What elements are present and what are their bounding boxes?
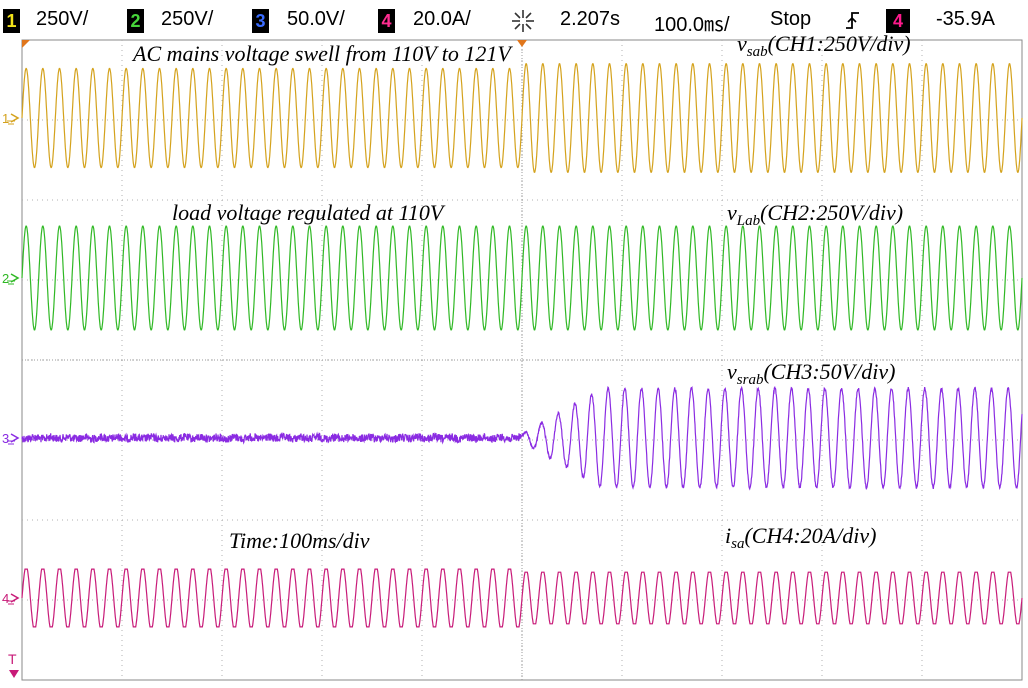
ch3-badge[interactable]: 3 (252, 9, 269, 33)
waveform-traces (21, 63, 1023, 628)
ch2-trace-label: vLab(CH2:250V/div) (727, 200, 903, 229)
ch4-waveform (21, 568, 1023, 628)
scope-status-bar: 1 250V/ 2 250V/ 3 50.0V/ 4 20.0A/ 2.207s… (0, 0, 1028, 40)
ch4-trace-label: isa(CH4:20A/div) (725, 523, 876, 552)
ch2-badge[interactable]: 2 (127, 9, 144, 33)
ch2-ground-marker: 2 (2, 271, 20, 286)
svg-text:3: 3 (2, 431, 9, 446)
ch1-annotation: AC mains voltage swell from 110V to 121V (131, 41, 513, 66)
acquisition-star-icon (512, 10, 534, 32)
corner-marker (22, 40, 30, 48)
ch3-trace-label: vsrab(CH3:50V/div) (727, 359, 895, 388)
run-state[interactable]: Stop (770, 8, 812, 30)
svg-text:4: 4 (2, 591, 9, 606)
ch1-waveform (21, 63, 1023, 173)
ch4-badge[interactable]: 4 (378, 9, 395, 33)
svg-text:2: 2 (2, 271, 9, 286)
ch2-waveform (21, 225, 1023, 331)
ch1-ground-marker: 1 (2, 111, 20, 126)
time-annotation: Time:100ms/div (229, 528, 370, 553)
ch3-ground-marker: 3 (2, 431, 20, 446)
svg-text:T: T (8, 651, 17, 667)
trigger-channel-badge[interactable]: 4 (886, 9, 910, 33)
channel-markers: 1 2 3 4 T (2, 40, 527, 678)
ch3-waveform (21, 385, 1023, 491)
ch1-badge[interactable]: 1 (3, 9, 20, 33)
rising-edge-trigger-icon (846, 12, 859, 29)
ch2-scale: 250V/ (161, 8, 214, 30)
ch2-annotation: load voltage regulated at 110V (172, 200, 446, 225)
ch1-trace-label: vsab(CH1:250V/div) (737, 31, 911, 60)
trigger-level: -35.9A (936, 8, 995, 30)
trigger-position: 2.207s (560, 8, 621, 30)
trigger-level-marker: T (8, 651, 19, 678)
svg-text:1: 1 (2, 111, 9, 126)
ch3-scale: 50.0V/ (287, 8, 345, 30)
trigger-position-marker (517, 40, 527, 47)
ch4-ground-marker: 4 (2, 591, 20, 606)
ch4-scale: 20.0A/ (413, 8, 471, 30)
timebase: 100.0㎳/ (654, 14, 730, 36)
ch1-scale: 250V/ (36, 8, 89, 30)
